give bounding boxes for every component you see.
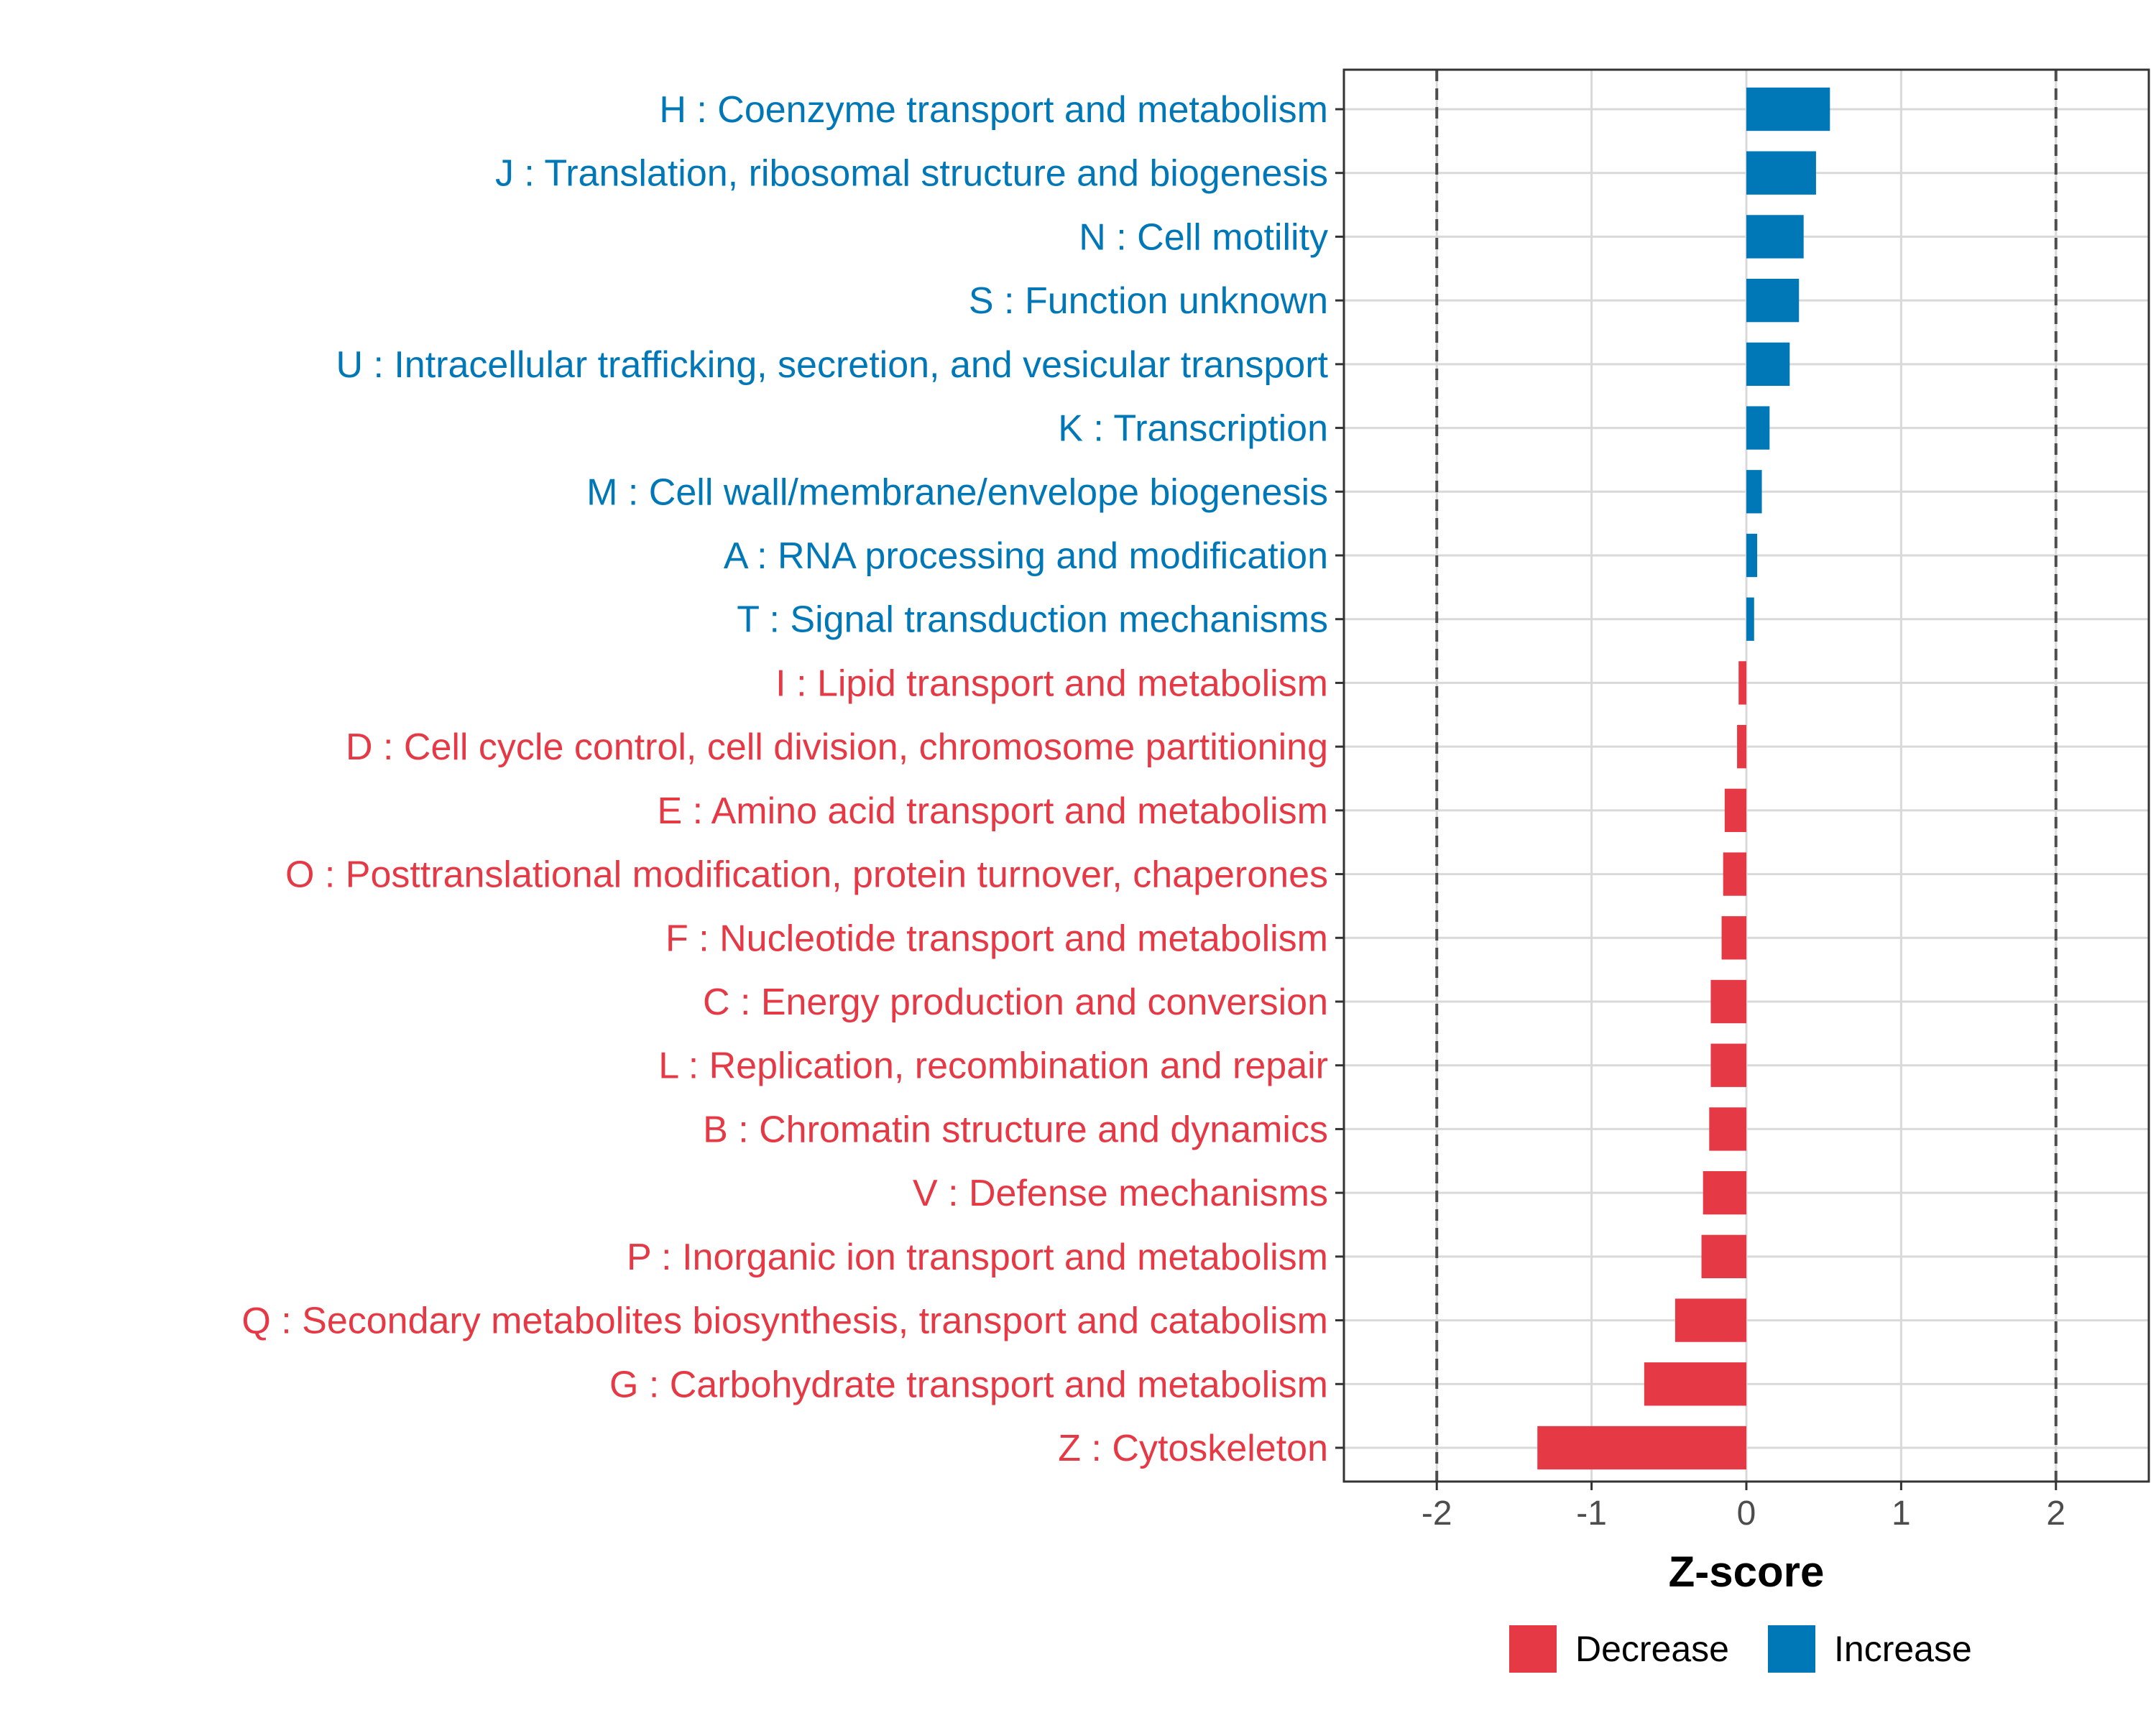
bar (1721, 916, 1746, 960)
category-label: M : Cell wall/membrane/envelope biogenes… (586, 471, 1328, 513)
bar (1746, 533, 1758, 578)
bar (1746, 597, 1754, 641)
category-label: E : Amino acid transport and metabolism (657, 790, 1328, 832)
bar (1737, 724, 1746, 769)
category-label: Z : Cytoskeleton (1058, 1428, 1328, 1469)
category-label: N : Cell motility (1079, 216, 1328, 258)
bar (1723, 852, 1746, 896)
x-tick-label: -1 (1576, 1494, 1607, 1533)
category-label: B : Chromatin structure and dynamics (703, 1109, 1328, 1150)
x-axis-title: Z-score (1669, 1548, 1825, 1596)
x-tick-label: 2 (2046, 1494, 2065, 1533)
bar (1703, 1170, 1746, 1215)
category-label: J : Translation, ribosomal structure and… (495, 153, 1328, 195)
bar (1710, 979, 1746, 1024)
category-label: P : Inorganic ion transport and metaboli… (627, 1237, 1328, 1278)
reference-lines (1435, 70, 2058, 1482)
category-label: S : Function unknown (969, 280, 1328, 322)
category-label: I : Lipid transport and metabolism (775, 662, 1328, 704)
category-label: T : Signal transduction mechanisms (737, 599, 1328, 641)
category-label: G : Carbohydrate transport and metabolis… (609, 1364, 1328, 1405)
legend-key-decrease (1509, 1625, 1557, 1673)
bar (1709, 1107, 1746, 1151)
category-label: V : Defense mechanisms (913, 1173, 1328, 1214)
bar (1746, 406, 1770, 450)
bar (1724, 788, 1746, 833)
bar (1644, 1362, 1746, 1406)
category-label: Q : Secondary metabolites biosynthesis, … (241, 1300, 1328, 1342)
legend: Decrease Increase (1509, 1625, 1972, 1673)
bar (1674, 1298, 1746, 1342)
legend-label-increase: Increase (1834, 1629, 1972, 1669)
bars (1537, 87, 1830, 1470)
bar (1746, 215, 1804, 259)
x-tick-label: 1 (1892, 1494, 1911, 1533)
x-tick-label: 0 (1737, 1494, 1756, 1533)
category-label: F : Nucleotide transport and metabolism (665, 918, 1328, 959)
bar (1746, 470, 1762, 514)
bar (1537, 1426, 1746, 1470)
category-label: U : Intracellular trafficking, secretion… (336, 344, 1328, 386)
category-labels: H : Coenzyme transport and metabolism J :… (241, 89, 1344, 1469)
category-label: A : RNA processing and modification (724, 535, 1328, 577)
category-label: D : Cell cycle control, cell division, c… (346, 726, 1328, 768)
bar (1746, 87, 1830, 131)
category-label: K : Transcription (1058, 408, 1328, 450)
bar (1710, 1043, 1746, 1087)
bar (1746, 151, 1816, 195)
bar (1746, 278, 1800, 323)
x-axis-ticks: -2 -1 0 1 2 (1422, 1482, 2065, 1533)
legend-label-decrease: Decrease (1575, 1629, 1729, 1669)
category-label: C : Energy production and conversion (703, 981, 1328, 1023)
legend-key-increase (1768, 1625, 1815, 1673)
bar (1746, 342, 1790, 387)
category-label: O : Posttranslational modification, prot… (285, 854, 1328, 896)
x-tick-label: -2 (1422, 1494, 1452, 1533)
category-label: H : Coenzyme transport and metabolism (659, 89, 1328, 131)
category-label: L : Replication, recombination and repai… (658, 1045, 1328, 1087)
bar (1738, 661, 1746, 705)
bar (1701, 1234, 1746, 1279)
